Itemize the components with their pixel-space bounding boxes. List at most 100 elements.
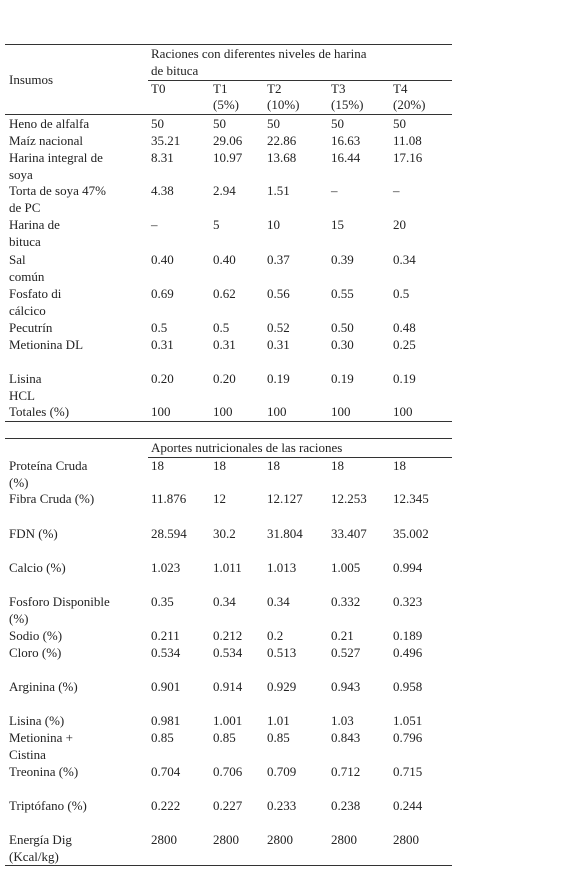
cell: 18: [213, 458, 226, 473]
cell: 0.5: [213, 320, 230, 335]
cell: 2800: [213, 832, 239, 847]
row-label: Calcio (%): [9, 560, 66, 575]
cell: 0.85: [151, 730, 174, 745]
cell: 0.211: [151, 628, 180, 643]
cell: 0.943: [331, 679, 361, 694]
stub-header: Insumos: [9, 72, 54, 87]
cell: 35.002: [393, 526, 429, 541]
cell: 100: [393, 404, 413, 419]
cell: 50: [213, 116, 226, 131]
cell: 0.244: [393, 798, 423, 813]
cell: 22.86: [267, 133, 297, 148]
cell: 0.48: [393, 320, 416, 335]
cell: 1.01: [267, 713, 290, 728]
row-label: Fibra Cruda (%): [9, 491, 95, 506]
cell: 10: [267, 217, 280, 232]
cell: 0.50: [331, 320, 354, 335]
cell: 13.68: [267, 150, 297, 165]
cell: 5: [213, 217, 220, 232]
cell: 0.233: [267, 798, 297, 813]
row-label: Sodio (%): [9, 628, 63, 643]
cell: –: [331, 183, 338, 198]
row-label: (Kcal/kg): [9, 848, 59, 864]
cell: 0.5: [393, 286, 410, 301]
cell: 8.31: [151, 150, 174, 165]
row-label: Lisina (%): [9, 713, 65, 728]
cell: 0.55: [331, 286, 354, 301]
cell: 1.011: [213, 560, 242, 575]
cell: 0.706: [213, 764, 243, 779]
cell: 17.16: [393, 150, 423, 165]
cell: 30.2: [213, 526, 236, 541]
section-title: Aportes nutricionales de las raciones: [151, 440, 343, 455]
cell: 0.994: [393, 560, 423, 575]
cell: 18: [267, 458, 280, 473]
row-label: Fosfato di: [9, 286, 62, 301]
cell: 50: [331, 116, 344, 131]
column-subheader: (20%): [393, 97, 426, 112]
row-label: de PC: [9, 199, 41, 215]
cell: 0.19: [331, 371, 354, 386]
cell: 0.914: [213, 679, 243, 694]
cell: 100: [267, 404, 287, 419]
row-label: soya: [9, 166, 33, 182]
cell: 0.5: [151, 320, 168, 335]
cell: 0.31: [267, 337, 290, 352]
cell: 0.704: [151, 764, 181, 779]
cell: 4.38: [151, 183, 174, 198]
cell: 0.40: [213, 252, 236, 267]
cell: 28.594: [151, 526, 187, 541]
cell: 0.37: [267, 252, 290, 267]
row-label: Proteína Cruda: [9, 458, 88, 473]
group-rule: [148, 80, 452, 81]
column-header: T4: [393, 81, 408, 96]
cell: 0.19: [267, 371, 290, 386]
row-label: Harina integral de: [9, 150, 103, 165]
cell: 10.97: [213, 150, 243, 165]
cell: 33.407: [331, 526, 367, 541]
cell: 35.21: [151, 133, 181, 148]
cell: 0.901: [151, 679, 181, 694]
cell: 12: [213, 491, 226, 506]
cell: 0.843: [331, 730, 361, 745]
column-subheader: (10%): [267, 97, 300, 112]
cell: 0.715: [393, 764, 423, 779]
cell: 0.19: [393, 371, 416, 386]
cell: 0.85: [267, 730, 290, 745]
cell: 0.332: [331, 594, 361, 609]
cell: 0.796: [393, 730, 423, 745]
row-label: Cloro (%): [9, 645, 62, 660]
cell: 50: [393, 116, 406, 131]
cell: 0.25: [393, 337, 416, 352]
group-header: Raciones con diferentes niveles de harin…: [151, 46, 367, 61]
cell: 0.52: [267, 320, 290, 335]
cell: 2800: [331, 832, 357, 847]
cell: 1.013: [267, 560, 297, 575]
cell: 2800: [393, 832, 419, 847]
cell: 50: [267, 116, 280, 131]
cell: 2.94: [213, 183, 236, 198]
cell: 0.20: [151, 371, 174, 386]
cell: 0.39: [331, 252, 354, 267]
group-header: de bituca: [151, 62, 199, 78]
cell: 100: [331, 404, 351, 419]
cell: 0.69: [151, 286, 174, 301]
cell: 0.958: [393, 679, 423, 694]
row-label: cálcico: [9, 302, 46, 318]
cell: 0.709: [267, 764, 297, 779]
cell: –: [393, 183, 400, 198]
row-label: Fosforo Disponible: [9, 594, 110, 609]
cell: 16.44: [331, 150, 361, 165]
column-header: T3: [331, 81, 346, 96]
cell: 0.56: [267, 286, 290, 301]
cell: 0.34: [213, 594, 236, 609]
cell: 15: [331, 217, 344, 232]
cell: 0.227: [213, 798, 243, 813]
cell: 1.51: [267, 183, 290, 198]
cell: 29.06: [213, 133, 243, 148]
cell: 11.08: [393, 133, 422, 148]
cell: 12.253: [331, 491, 367, 506]
cell: 0.34: [267, 594, 290, 609]
column-subheader: (5%): [213, 97, 239, 112]
